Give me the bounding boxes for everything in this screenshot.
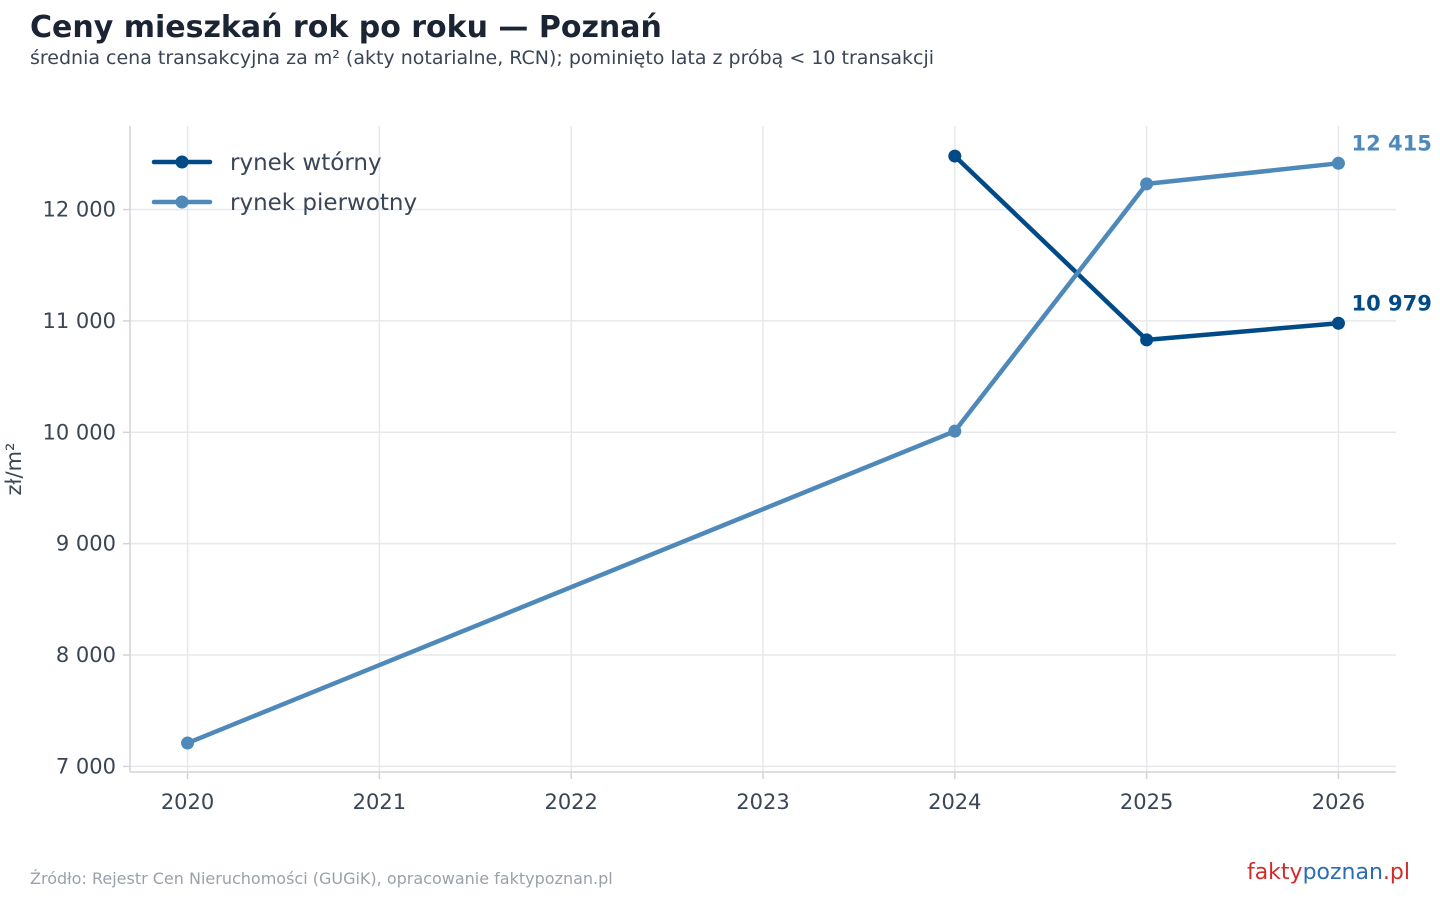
grid-layer <box>130 126 1396 772</box>
legend-label-primary: rynek pierwotny <box>230 190 417 216</box>
logo-part-pl: .pl <box>1382 860 1410 885</box>
logo-part-fakty: fakty <box>1246 860 1303 885</box>
legend-swatch-marker-primary <box>175 195 189 209</box>
series-layer: 10 979 12 415 <box>181 131 1432 750</box>
data-point-primary <box>948 424 962 438</box>
axis-layer: 7 000 8 000 9 000 10 000 11 000 12 000 2020 202… <box>2 126 1396 814</box>
x-tick-label: 2026 <box>1312 790 1365 814</box>
end-value-label-secondary: 10 979 <box>1351 291 1431 315</box>
y-tick-label: 10 000 <box>43 420 116 444</box>
x-tick-label: 2021 <box>353 790 406 814</box>
legend: rynek wtórny rynek pierwotny <box>151 150 417 216</box>
series-line-primary <box>185 161 1341 746</box>
data-point-primary <box>1331 156 1345 170</box>
data-point-primary <box>1140 177 1154 191</box>
data-point-secondary <box>1331 316 1345 330</box>
end-value-label-primary: 12 415 <box>1351 131 1431 155</box>
brand-logo[interactable]: faktypoznan.pl <box>1247 860 1410 885</box>
data-point-secondary <box>1140 333 1154 347</box>
data-point-primary <box>181 736 195 750</box>
y-tick-label: 12 000 <box>43 198 116 222</box>
x-tick-label: 2022 <box>544 790 597 814</box>
y-tick-label: 11 000 <box>43 309 116 333</box>
x-tick-label: 2023 <box>736 790 789 814</box>
logo-part-poznan: poznan <box>1302 860 1383 885</box>
chart-subtitle: średnia cena transakcyjna za m² (akty no… <box>30 47 935 69</box>
legend-label-secondary: rynek wtórny <box>230 150 382 176</box>
y-tick-label: 9 000 <box>56 532 116 556</box>
chart-title: Ceny mieszkań rok po roku — Poznań <box>30 10 662 45</box>
y-tick-label: 7 000 <box>56 754 116 778</box>
y-axis-title: zł/m² <box>2 443 26 496</box>
data-point-secondary <box>948 149 962 163</box>
source-note: Źródło: Rejestr Cen Nieruchomości (GUGiK… <box>30 869 613 888</box>
x-tick-label: 2025 <box>1120 790 1173 814</box>
x-tick-label: 2024 <box>928 790 981 814</box>
y-tick-label: 8 000 <box>56 643 116 667</box>
legend-swatch-marker-secondary <box>175 155 189 169</box>
x-tick-label: 2020 <box>161 790 214 814</box>
